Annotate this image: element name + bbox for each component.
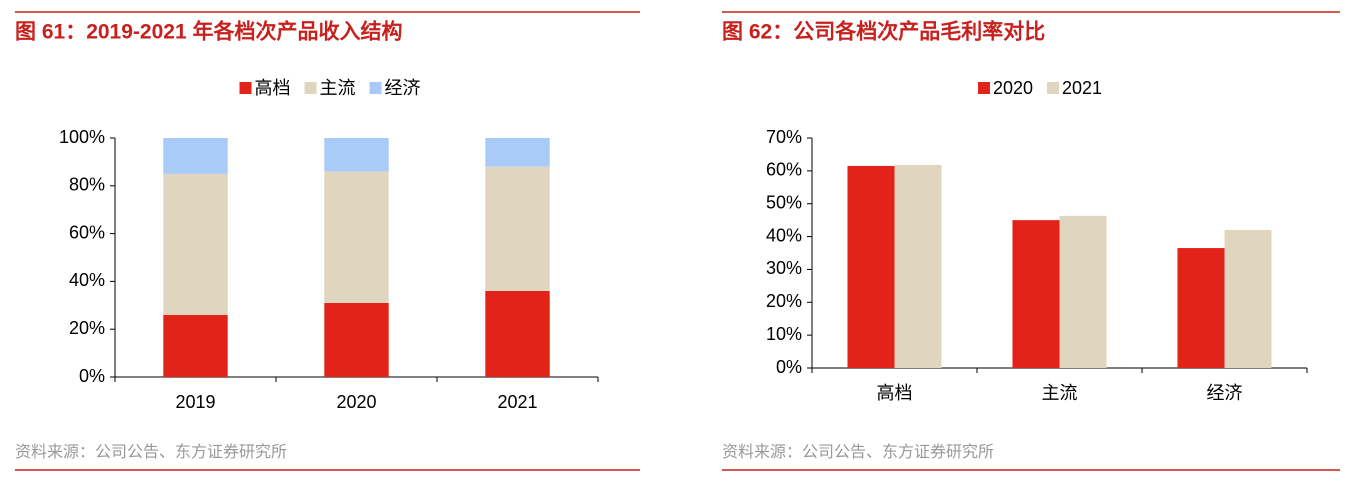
bar <box>1177 248 1225 368</box>
y-tick-label: 40% <box>766 225 802 245</box>
x-tick-label: 2021 <box>497 392 537 412</box>
legend-swatch <box>304 82 317 94</box>
bar-segment <box>324 302 389 377</box>
chart-title: 图 61：2019-2021 年各档次产品收入结构 <box>15 20 402 44</box>
bar <box>1012 220 1060 368</box>
bar-segment <box>163 314 228 377</box>
y-tick-label: 70% <box>766 127 802 147</box>
legend-label: 2021 <box>1062 78 1102 98</box>
x-tick-label: 经济 <box>1207 383 1243 403</box>
y-tick-label: 20% <box>766 291 802 311</box>
bar-segment <box>324 171 389 303</box>
bar-segment <box>163 138 228 174</box>
bar-segment <box>485 290 550 377</box>
x-tick-label: 2019 <box>175 392 215 412</box>
legend-label: 2020 <box>993 78 1033 98</box>
bar <box>1059 215 1107 368</box>
legend-swatch <box>1047 82 1059 94</box>
bar <box>847 165 895 368</box>
x-tick-label: 高档 <box>877 383 913 403</box>
legend-swatch <box>239 82 252 94</box>
bar-segment <box>163 173 228 315</box>
x-tick-label: 主流 <box>1042 383 1078 403</box>
legend-swatch <box>369 82 382 94</box>
source-note: 资料来源：公司公告、东方证券研究所 <box>722 443 994 461</box>
bar <box>1224 230 1272 368</box>
bar-segment <box>485 138 550 167</box>
y-tick-label: 20% <box>69 318 105 338</box>
y-tick-label: 80% <box>69 175 105 195</box>
y-tick-label: 40% <box>69 270 105 290</box>
legend-label: 经济 <box>385 78 421 98</box>
bar <box>894 164 942 368</box>
y-tick-label: 0% <box>79 366 105 386</box>
y-tick-label: 60% <box>766 160 802 180</box>
source-note: 资料来源：公司公告、东方证券研究所 <box>15 443 287 461</box>
legend-label: 高档 <box>255 78 291 98</box>
y-tick-label: 50% <box>766 192 802 212</box>
bar-segment <box>324 138 389 172</box>
y-tick-label: 100% <box>59 127 105 147</box>
y-tick-label: 0% <box>776 357 802 377</box>
legend-label: 主流 <box>320 78 356 98</box>
bar-segment <box>485 166 550 291</box>
y-tick-label: 60% <box>69 222 105 242</box>
chart-title: 图 62：公司各档次产品毛利率对比 <box>722 20 1045 44</box>
y-tick-label: 10% <box>766 324 802 344</box>
x-tick-label: 2020 <box>336 392 376 412</box>
legend-swatch <box>977 82 990 94</box>
y-tick-label: 30% <box>766 258 802 278</box>
